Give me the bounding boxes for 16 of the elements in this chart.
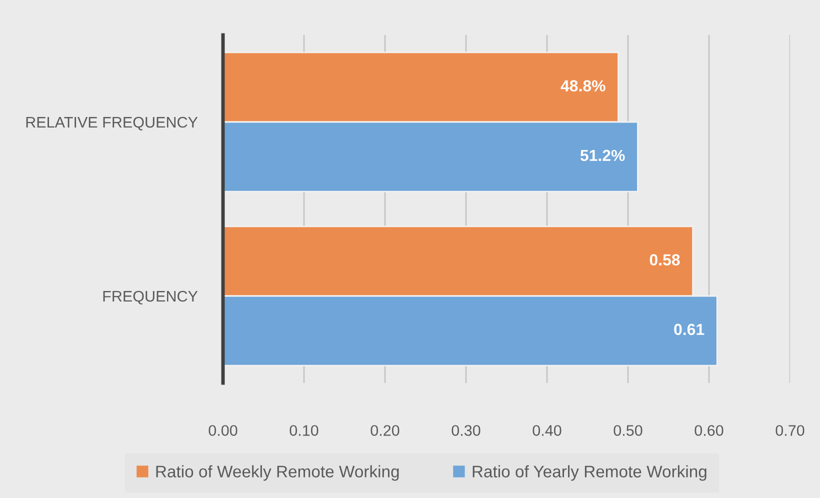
data-label: 51.2% (580, 150, 625, 162)
y-tick-label: FREQUENCY (103, 290, 198, 304)
data-label: 0.58 (650, 254, 680, 266)
x-tick-label: 0.10 (290, 425, 318, 436)
x-tick-label: 0.00 (208, 425, 238, 436)
x-tick-label: 0.20 (370, 425, 400, 436)
data-label: 48.8% (560, 80, 606, 92)
x-tick-label: 0.50 (614, 425, 642, 436)
data-label: 0.61 (674, 324, 704, 336)
x-tick-label: 0.40 (532, 425, 562, 436)
legend-label: Ratio of Weekly Remote Working (156, 465, 399, 481)
y-tick-label: RELATIVE FREQUENCY (26, 116, 198, 130)
legend-label: Ratio of Yearly Remote Working (472, 465, 706, 481)
x-tick-label: 0.30 (452, 425, 480, 436)
x-tick-label: 0.60 (694, 425, 724, 436)
x-tick-label: 0.70 (776, 425, 804, 436)
